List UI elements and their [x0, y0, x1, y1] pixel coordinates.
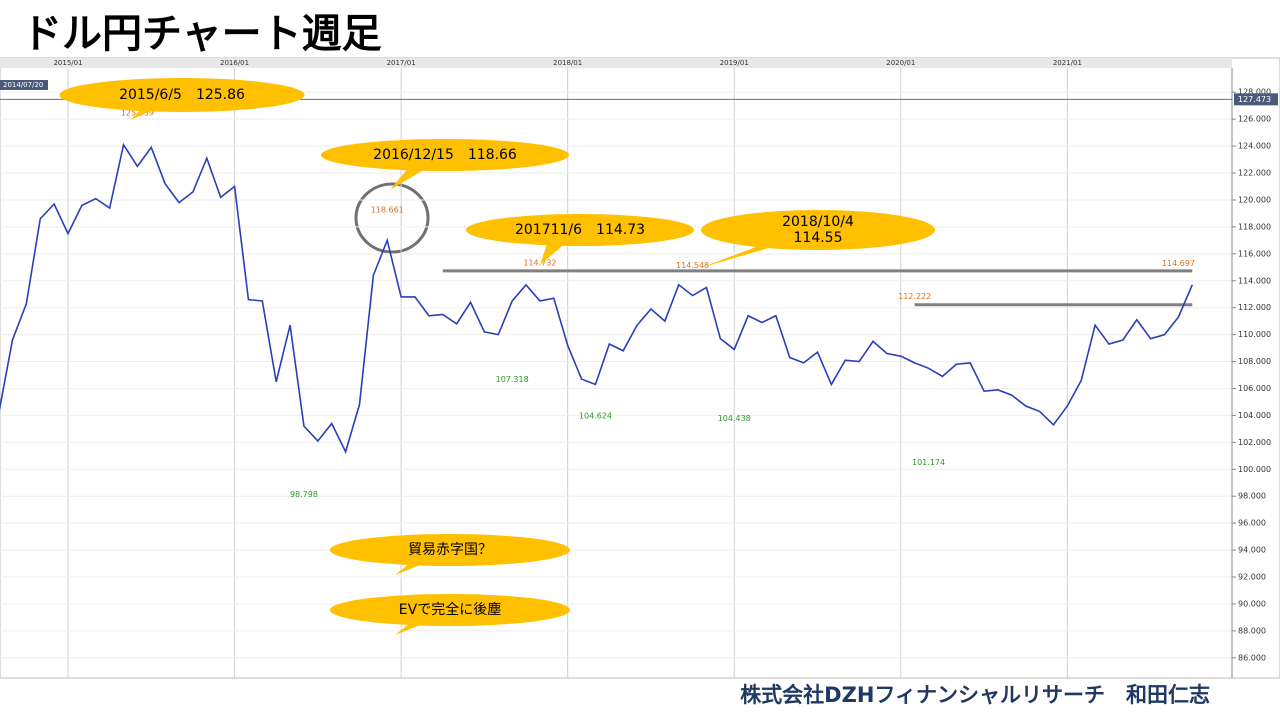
footer: 株式会社DZHフィナンシャルリサーチ 和田仁志: [740, 683, 1210, 707]
price-label: 118.661: [371, 205, 404, 214]
y-tick-label: 86.000: [1238, 653, 1266, 662]
y-tick-label: 120.000: [1238, 195, 1271, 204]
y-tick-label: 108.000: [1238, 357, 1271, 366]
y-tick-label: 124.000: [1238, 142, 1271, 151]
callout: [59, 78, 305, 112]
top-strip: [0, 58, 1232, 68]
callout: [701, 210, 935, 250]
x-tick-label: 2019/01: [720, 59, 749, 67]
callout-text: EVで完全に後塵: [399, 601, 501, 618]
y-tick-label: 126.000: [1238, 115, 1271, 124]
price-label: 114.548: [676, 261, 709, 270]
y-tick-label: 92.000: [1238, 573, 1266, 582]
price-label: 125.859: [121, 109, 154, 118]
price-label: 98.798: [290, 490, 318, 499]
price-line: [0, 142, 1194, 454]
y-tick-label: 102.000: [1238, 438, 1271, 447]
y-tick-label: 128.000: [1238, 88, 1271, 97]
x-tick-label: 2020/01: [886, 59, 915, 67]
price-label: 112.222: [898, 292, 931, 301]
callout-text: 2016/12/15 118.66: [373, 147, 517, 163]
y-tick-label: 122.000: [1238, 169, 1271, 178]
y-tick-label: 88.000: [1238, 626, 1266, 635]
callout-text: 201711/6 114.73: [515, 222, 645, 238]
y-tick-label: 106.000: [1238, 384, 1271, 393]
callout: [330, 534, 570, 566]
y-tick-label: 90.000: [1238, 599, 1266, 608]
start-date: 2014/07/20: [3, 81, 43, 89]
last-price-label: 127.473: [1238, 95, 1271, 104]
callout-text: 貿易赤字国？: [408, 542, 492, 558]
page-title: ドル円チャート週足: [22, 11, 382, 57]
x-tick-label: 2018/01: [553, 59, 582, 67]
price-label: 114.732: [523, 258, 556, 267]
y-tick-label: 114.000: [1238, 276, 1271, 285]
y-tick-label: 116.000: [1238, 249, 1271, 258]
y-tick-label: 98.000: [1238, 492, 1266, 501]
price-label: 104.624: [579, 412, 612, 421]
y-tick-label: 100.000: [1238, 465, 1271, 474]
price-label: 104.438: [718, 414, 751, 423]
y-tick-label: 96.000: [1238, 519, 1266, 528]
x-tick-label: 2015/01: [53, 59, 82, 67]
callout: [321, 139, 569, 171]
callout-text: 2015/6/5 125.86: [119, 87, 245, 103]
y-tick-label: 104.000: [1238, 411, 1271, 420]
callout: [466, 214, 694, 246]
last-price-box: [1234, 93, 1278, 106]
date-box: [0, 80, 48, 90]
price-label: 114.697: [1162, 259, 1195, 268]
y-tick-label: 112.000: [1238, 303, 1271, 312]
highlight-circle: [354, 182, 430, 254]
callout: [330, 594, 570, 626]
plot-frame: [0, 57, 1280, 679]
x-tick-label: 2017/01: [387, 59, 416, 67]
x-tick-label: 2021/01: [1053, 59, 1082, 67]
price-label: 101.174: [912, 458, 945, 467]
x-tick-label: 2016/01: [220, 59, 249, 67]
y-tick-label: 118.000: [1238, 222, 1271, 231]
price-label: 107.318: [496, 375, 529, 384]
y-tick-label: 110.000: [1238, 330, 1271, 339]
y-tick-label: 94.000: [1238, 546, 1266, 555]
callout-text: 2018/10/4: [782, 214, 854, 230]
callout-text: 114.55: [794, 230, 843, 246]
